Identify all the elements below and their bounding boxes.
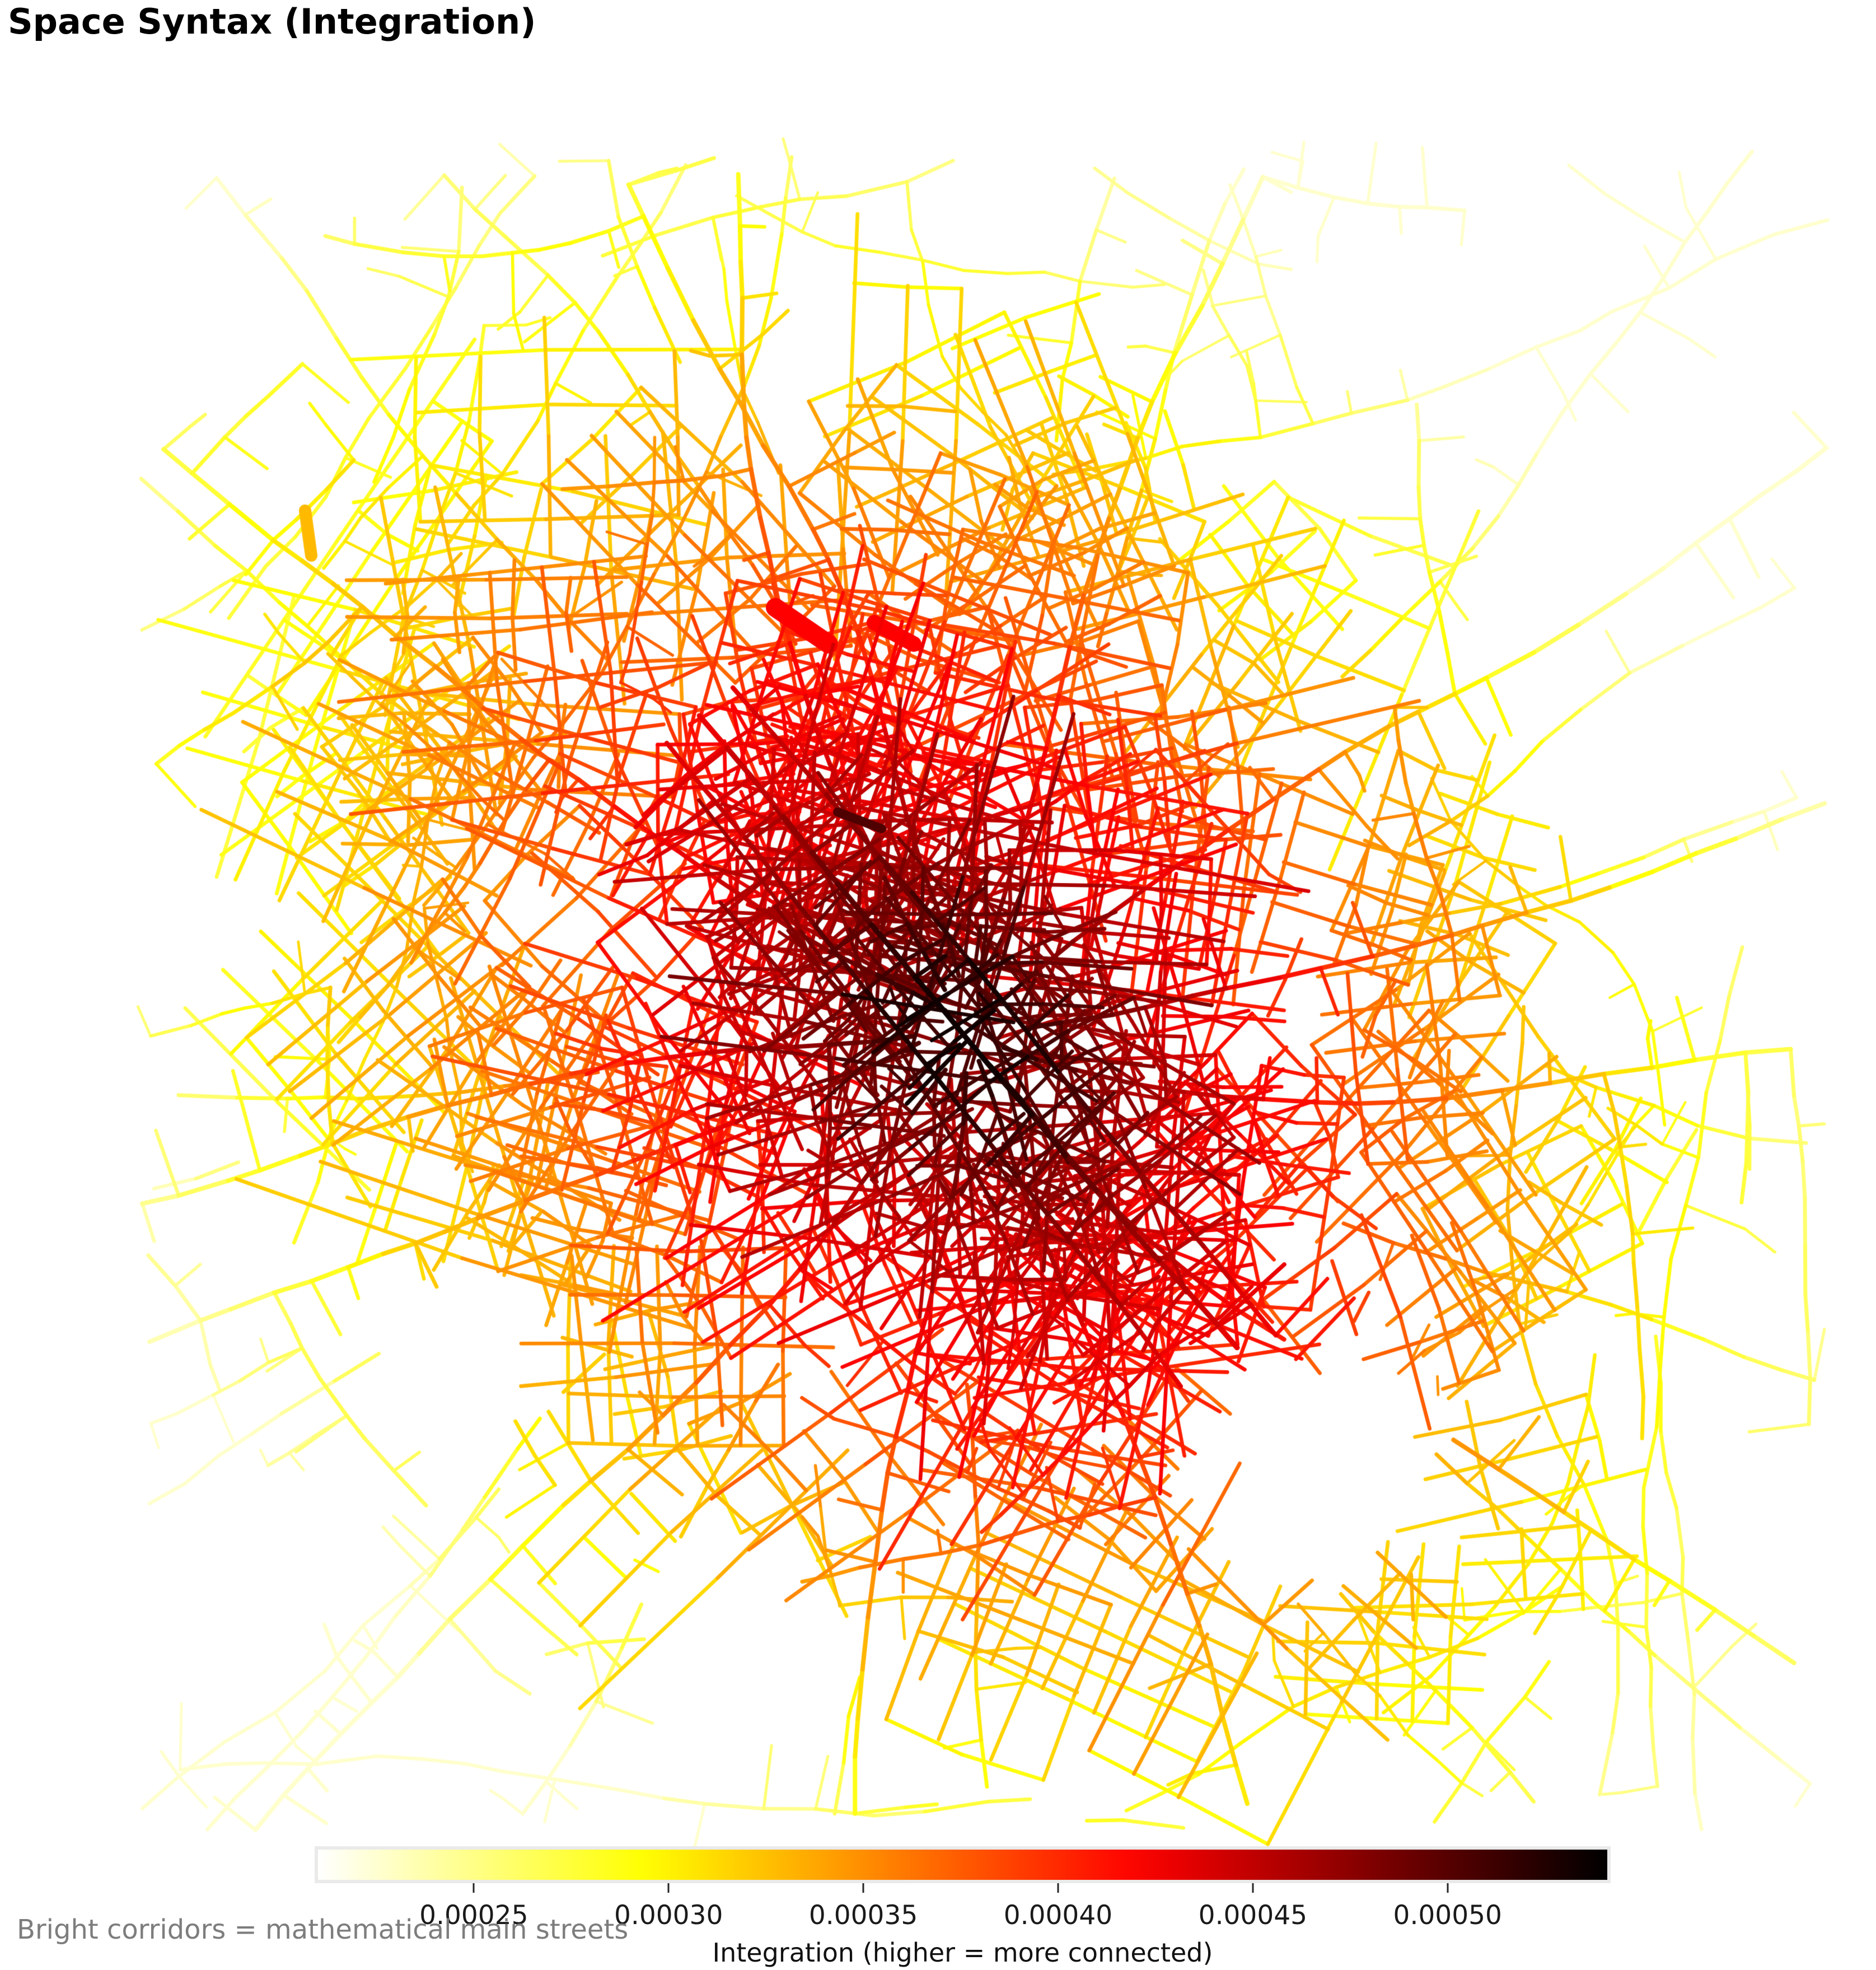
colorbar-tick bbox=[1252, 1883, 1254, 1893]
colorbar-tick-label: 0.00040 bbox=[1003, 1900, 1113, 1931]
chart-title: Space Syntax (Integration) bbox=[8, 1, 536, 42]
bright-corridors-note: Bright corridors = mathematical main str… bbox=[17, 1914, 629, 1945]
colorbar-tick-label: 0.00030 bbox=[614, 1900, 723, 1931]
colorbar-axis-label: Integration (higher = more connected) bbox=[712, 1938, 1213, 1968]
colorbar-tick bbox=[862, 1883, 864, 1893]
colorbar-tick-label: 0.00050 bbox=[1393, 1900, 1502, 1931]
colorbar-tick bbox=[1057, 1883, 1059, 1893]
colorbar-tick bbox=[667, 1883, 670, 1893]
colorbar-tick bbox=[1447, 1883, 1449, 1893]
colorbar-gradient bbox=[318, 1850, 1607, 1880]
colorbar-frame bbox=[315, 1846, 1611, 1883]
colorbar-tick-label: 0.00035 bbox=[808, 1900, 918, 1931]
colorbar-tick bbox=[472, 1883, 475, 1893]
colorbar-tick-label: 0.00025 bbox=[419, 1900, 528, 1931]
colorbar-tick-label: 0.00045 bbox=[1198, 1900, 1308, 1931]
colorbar-ticks: 0.00025 0.00030 0.00035 0.00040 0.00045 0.000… bbox=[318, 1883, 1607, 1950]
